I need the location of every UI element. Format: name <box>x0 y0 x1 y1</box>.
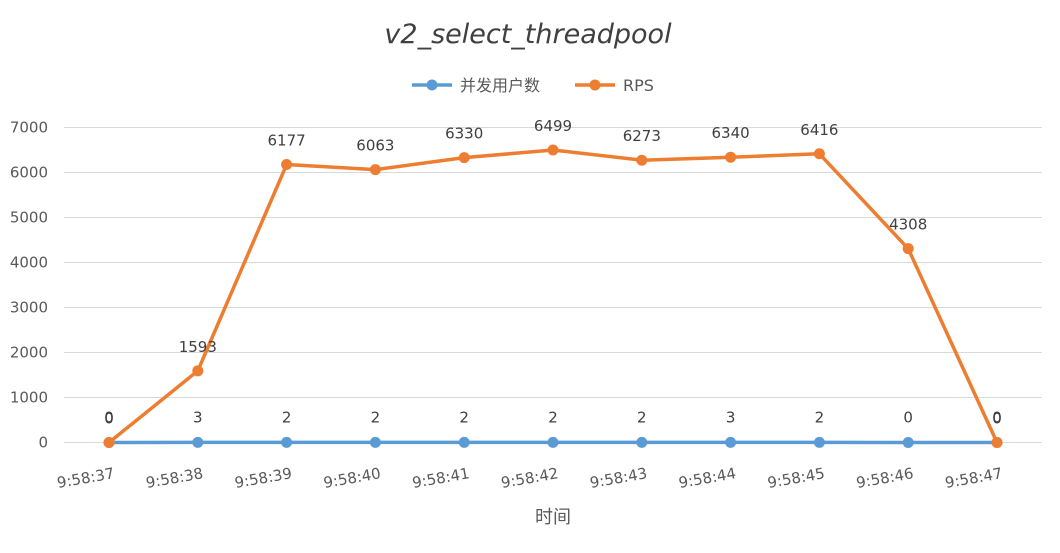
data-point <box>725 151 737 163</box>
data-label-users: 2 <box>815 408 825 426</box>
series-concurrent-users <box>103 436 1003 448</box>
data-label-rps: 6340 <box>712 124 750 142</box>
data-label-users: 2 <box>282 408 292 426</box>
data-label-users: 0 <box>903 409 913 427</box>
gridlines <box>64 127 1042 443</box>
chart-title: v2_select_threadpool <box>384 19 672 50</box>
y-tick-label: 0 <box>38 434 48 452</box>
data-point <box>281 436 293 448</box>
data-label-rps: 6177 <box>268 132 306 150</box>
data-label-users: 0 <box>992 409 1002 427</box>
x-tick-label: 9:58:44 <box>677 464 737 492</box>
data-label-rps: 6330 <box>445 125 483 143</box>
data-point <box>369 436 381 448</box>
y-tick-label: 5000 <box>10 209 48 227</box>
data-label-users: 2 <box>548 408 558 426</box>
series-rps <box>103 144 1003 448</box>
data-label-users: 2 <box>459 408 469 426</box>
data-label-rps: 6273 <box>623 127 661 145</box>
legend-label: 并发用户数 <box>460 76 540 95</box>
data-label-rps: 0 <box>992 410 1002 428</box>
data-point <box>369 164 381 176</box>
data-label-users: 2 <box>371 408 381 426</box>
x-tick-label: 9:58:40 <box>322 464 382 492</box>
data-point <box>636 154 648 166</box>
data-label-rps: 1593 <box>179 338 217 356</box>
data-label-users: 3 <box>726 408 736 426</box>
y-tick-label: 6000 <box>10 164 48 182</box>
data-label-rps: 6416 <box>800 121 838 139</box>
data-point <box>813 148 825 160</box>
data-label-rps: 0 <box>104 410 114 428</box>
x-tick-label: 9:58:47 <box>944 464 1004 492</box>
y-axis-tick-labels: 0 1000 2000 3000 4000 5000 6000 7000 <box>10 119 48 452</box>
data-point <box>192 365 204 377</box>
x-axis-tick-labels: 9:58:37 9:58:38 9:58:39 9:58:40 9:58:41 9:58:… <box>56 464 1004 492</box>
x-tick-label: 9:58:41 <box>411 464 471 492</box>
data-point <box>547 436 559 448</box>
x-tick-label: 9:58:46 <box>855 464 915 492</box>
data-label-rps: 6499 <box>534 117 572 135</box>
data-label-rps: 4308 <box>889 216 927 234</box>
y-tick-label: 4000 <box>10 254 48 272</box>
data-point <box>813 436 825 448</box>
data-point <box>458 436 470 448</box>
x-axis-title: 时间 <box>535 507 571 528</box>
data-point <box>547 144 559 156</box>
data-label-rps: 6063 <box>356 137 394 155</box>
x-tick-label: 9:58:45 <box>766 464 826 492</box>
legend-marker <box>426 79 438 91</box>
data-point <box>991 437 1003 448</box>
series-line <box>107 148 999 445</box>
x-tick-label: 9:58:42 <box>500 464 560 492</box>
data-point <box>458 152 470 164</box>
data-label-users: 2 <box>637 408 647 426</box>
data-point <box>192 436 204 448</box>
x-tick-label: 9:58:38 <box>144 464 204 492</box>
x-tick-label: 9:58:37 <box>56 464 116 492</box>
data-label-users: 3 <box>193 408 203 426</box>
x-tick-label: 9:58:43 <box>588 464 648 492</box>
y-tick-label: 2000 <box>10 344 48 362</box>
y-tick-label: 1000 <box>10 389 48 407</box>
data-point <box>902 243 914 255</box>
legend: 并发用户数 RPS <box>412 76 654 95</box>
legend-item-rps: RPS <box>575 76 654 95</box>
data-point <box>281 159 293 171</box>
legend-item-concurrent-users: 并发用户数 <box>412 76 540 95</box>
data-point <box>103 437 115 448</box>
data-point <box>902 437 914 448</box>
y-tick-label: 3000 <box>10 299 48 317</box>
data-point <box>636 436 648 448</box>
legend-label: RPS <box>623 76 654 95</box>
data-point <box>725 436 737 448</box>
y-tick-label: 7000 <box>10 119 48 137</box>
series-layer <box>103 144 1003 448</box>
legend-marker <box>589 79 601 91</box>
x-tick-label: 9:58:39 <box>233 464 293 492</box>
data-label-users: 0 <box>104 409 114 427</box>
